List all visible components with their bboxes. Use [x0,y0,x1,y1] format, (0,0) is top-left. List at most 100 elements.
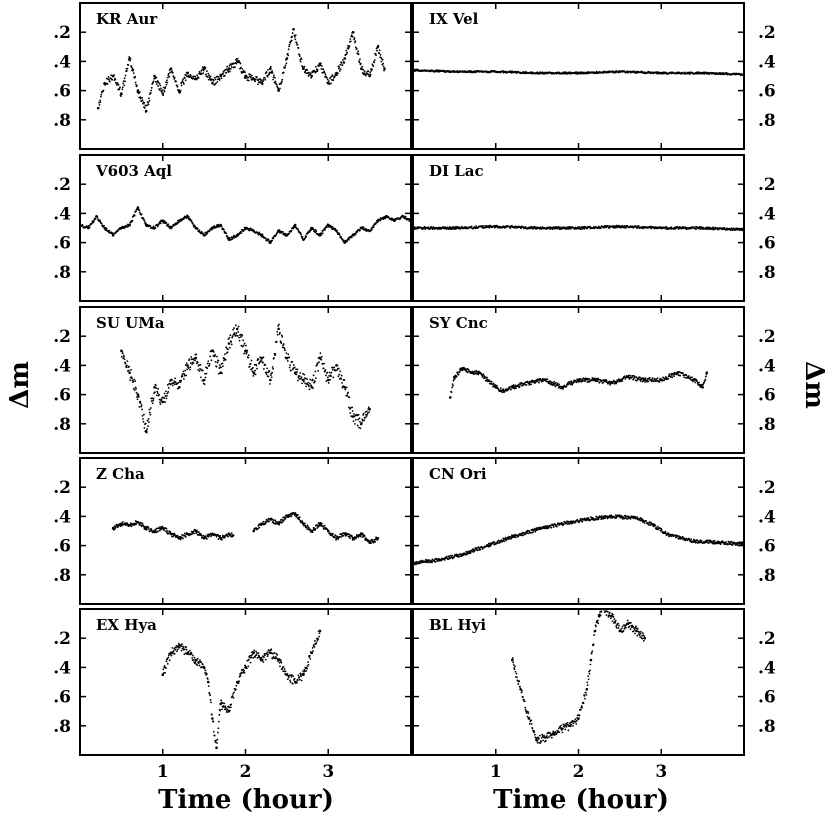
data-point [293,34,296,37]
data-point [371,228,373,231]
data-point [164,86,167,88]
data-point [265,71,268,73]
data-point [536,380,539,383]
data-point [231,336,234,339]
data-point [233,62,235,65]
data-point [466,551,469,553]
data-point [133,389,136,392]
data-point [259,78,262,80]
data-point [200,73,203,75]
data-point [167,223,170,226]
data-point [357,413,360,416]
data-point [668,373,671,376]
data-point [445,555,448,558]
data-point [274,80,277,83]
data-point [670,226,673,229]
data-point [370,542,372,545]
data-point [383,69,385,72]
data-point [351,415,355,418]
data-point [159,84,162,87]
data-point [182,81,185,84]
data-point [184,79,187,82]
data-point [549,380,552,383]
data-point [453,377,456,380]
data-point [357,53,360,56]
data-point [298,53,301,56]
y-tick-label: .8 [758,111,776,131]
data-point [196,227,199,230]
data-point [522,534,525,537]
data-point [353,38,355,41]
data-point [174,381,177,383]
right-y-axis-label: Δm [799,361,829,409]
data-point [338,535,341,538]
data-point [165,530,167,533]
data-point [497,388,500,390]
data-point [218,77,221,80]
data-point [135,210,137,213]
data-point [184,369,187,372]
data-point [140,525,143,528]
data-point [141,408,143,411]
data-point [361,419,364,422]
data-point [496,542,499,544]
data-point [252,529,256,533]
data-point [512,387,515,389]
data-point [189,366,192,369]
data-point [488,226,491,229]
data-point [487,542,490,545]
data-point [164,401,166,403]
data-point [222,71,225,73]
data-point [171,384,174,387]
data-point [328,371,331,374]
data-point [372,65,375,67]
y-tick-label: .2 [758,23,776,43]
data-point [293,28,295,31]
data-point [128,223,131,227]
data-point [499,387,502,389]
data-point [291,360,294,363]
y-tick-label: .4 [53,52,71,72]
data-point [297,379,299,382]
data-point [272,78,274,81]
data-point [159,526,161,528]
data-point [125,364,128,367]
data-point [266,367,269,370]
data-point [230,63,233,66]
data-point [586,227,589,230]
data-point [264,522,267,525]
data-point [456,371,459,374]
data-point [376,49,378,52]
data-point [299,232,302,235]
data-point [290,229,293,232]
data-point [87,225,90,227]
data-point [148,528,150,531]
data-point [711,228,714,231]
data-point [108,80,111,83]
data-point [596,380,599,383]
data-point [235,327,239,331]
data-point [173,76,176,79]
data-point [349,38,352,40]
data-point [229,533,232,536]
data-point [199,363,202,366]
data-point [240,344,243,347]
data-point [183,217,186,220]
data-point [353,538,355,541]
data-point [644,377,647,380]
data-point [641,377,644,379]
data-point [375,54,377,57]
data-point [365,74,367,77]
data-point [356,424,359,427]
data-point [256,76,258,79]
data-point [288,232,291,235]
data-point [208,362,211,365]
data-point [312,228,315,231]
data-point [359,62,362,65]
data-point [299,58,302,61]
data-point [301,235,304,238]
data-point [128,371,131,375]
data-point [365,227,367,230]
data-point [130,525,133,528]
data-point [308,71,310,74]
